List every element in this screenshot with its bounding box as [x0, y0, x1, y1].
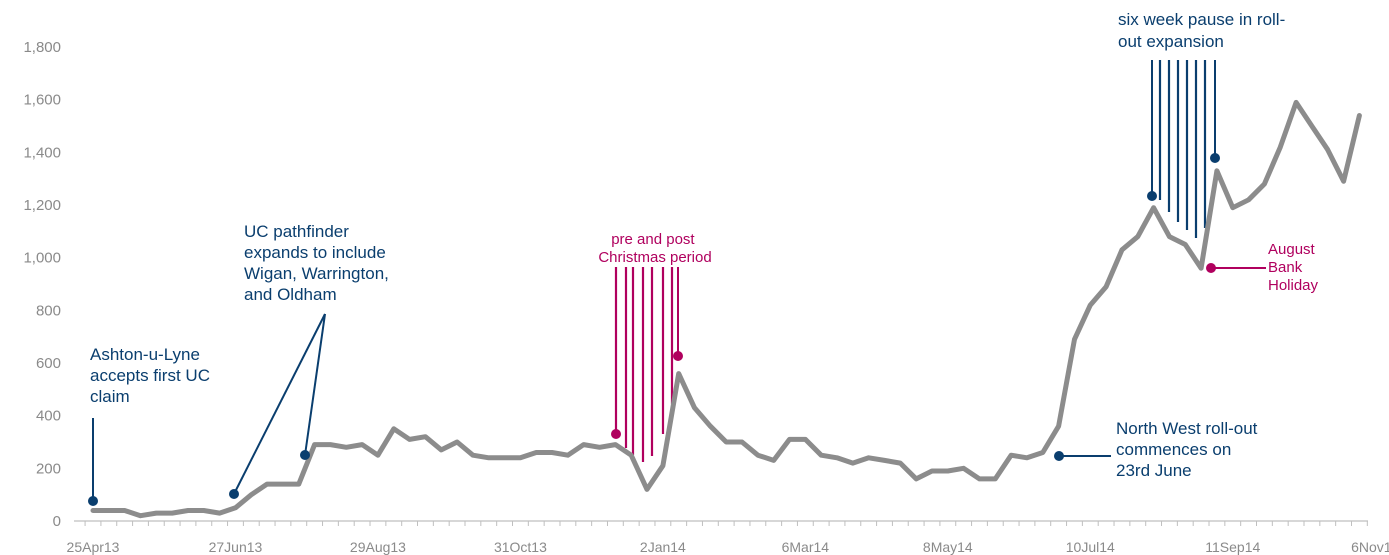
x-axis: 25Apr13 27Jun13 29Aug13 31Oct13 2Jan14 6Mar14… — [67, 520, 1389, 555]
y-tick-label: 200 — [36, 460, 61, 477]
annotation-northwest-line: North West roll-out — [1116, 419, 1258, 438]
marker-christmas — [611, 429, 621, 439]
callout-line — [304, 313, 326, 456]
x-tick-label: 29Aug13 — [350, 539, 406, 555]
annotation-bank-holiday-line: Holiday — [1268, 277, 1319, 294]
annotation-northwest-line: 23rd June — [1116, 461, 1192, 480]
marker-pathfinder — [229, 489, 239, 499]
y-axis: 0 200 400 600 800 1,000 1,200 1,400 1,600 1,800 — [23, 39, 61, 530]
annotation-christmas: pre and post Christmas period — [598, 231, 711, 266]
marker-ashton — [88, 496, 98, 506]
annotation-pause-line: out expansion — [1118, 32, 1224, 51]
x-tick-label: 6Mar14 — [782, 539, 830, 555]
annotation-christmas-line: pre and post — [611, 231, 695, 248]
annotation-ashton-line: Ashton-u-Lyne — [90, 345, 200, 364]
annotation-bank-holiday: August Bank Holiday — [1268, 241, 1319, 294]
annotation-northwest-line: commences on — [1116, 440, 1231, 459]
annotation-ashton: Ashton-u-Lyne accepts first UC claim — [90, 345, 215, 406]
x-tick-label: 10Jul14 — [1066, 539, 1115, 555]
x-tick-label: 11Sep14 — [1205, 539, 1260, 555]
y-tick-label: 600 — [36, 355, 61, 372]
annotation-bank-holiday-line: August — [1268, 241, 1316, 258]
annotation-pause-line: six week pause in roll- — [1118, 10, 1285, 29]
annotation-pathfinder-line: Wigan, Warrington, — [244, 264, 389, 283]
x-tick-label: 31Oct13 — [494, 539, 547, 555]
x-tick-label: 27Jun13 — [209, 539, 263, 555]
x-tick-label: 8May14 — [923, 539, 973, 555]
annotation-callouts — [92, 60, 1266, 500]
marker-christmas — [673, 351, 683, 361]
y-tick-label: 1,200 — [23, 197, 61, 214]
x-tick-label: 6Nov14 — [1351, 539, 1389, 555]
series-line — [90, 99, 1362, 519]
y-tick-label: 1,000 — [23, 250, 61, 267]
annotation-ashton-line: accepts first UC — [90, 366, 210, 385]
annotation-pathfinder-line: expands to include — [244, 243, 386, 262]
marker-northwest — [1054, 451, 1064, 461]
y-tick-label: 800 — [36, 302, 61, 319]
annotation-ashton-line: claim — [90, 387, 130, 406]
y-tick-label: 0 — [53, 513, 61, 530]
y-tick-label: 1,600 — [23, 92, 61, 109]
annotation-pathfinder-line: and Oldham — [244, 285, 337, 304]
marker-pause — [1210, 153, 1220, 163]
annotation-pathfinder: UC pathfinder expands to include Wigan, … — [244, 222, 394, 304]
annotation-markers — [88, 153, 1220, 506]
marker-bank-holiday — [1206, 263, 1216, 273]
callout-line — [233, 313, 326, 495]
annotation-bank-holiday-line: Bank — [1268, 259, 1303, 276]
x-tick-label: 25Apr13 — [67, 539, 120, 555]
y-tick-label: 1,800 — [23, 39, 61, 56]
annotation-christmas-line: Christmas period — [598, 249, 711, 266]
annotation-pause: six week pause in roll- out expansion — [1118, 10, 1290, 51]
x-tick-label: 2Jan14 — [640, 539, 686, 555]
y-tick-label: 400 — [36, 408, 61, 425]
marker-pause — [1147, 191, 1157, 201]
y-tick-label: 1,400 — [23, 144, 61, 161]
annotation-northwest: North West roll-out commences on 23rd Ju… — [1116, 419, 1262, 480]
annotation-pathfinder-line: UC pathfinder — [244, 222, 349, 241]
marker-pathfinder — [300, 450, 310, 460]
